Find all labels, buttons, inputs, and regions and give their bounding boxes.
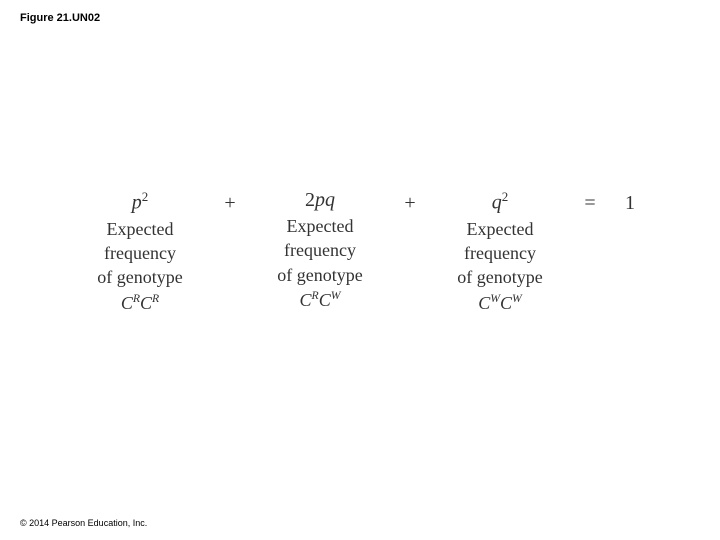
term-2pq: 2pq Expected frequency of genotype CRCW	[255, 190, 385, 311]
formula-p2: p2	[132, 190, 149, 213]
hardy-weinberg-equation: p2 Expected frequency of genotype CRCR +…	[0, 190, 720, 314]
plus-operator: +	[385, 190, 435, 215]
desc-line: of genotype	[97, 267, 182, 287]
copyright-text: © 2014 Pearson Education, Inc.	[20, 518, 147, 528]
genotype-CRCW: CRCW	[300, 289, 341, 311]
figure-label: Figure 21.UN02	[20, 12, 100, 24]
formula-2pq: 2pq	[305, 190, 335, 210]
genotype-CWCW: CWCW	[478, 292, 522, 314]
formula-q2: q2	[492, 190, 509, 213]
desc-line: of genotype	[277, 265, 362, 285]
genotype-CRCR: CRCR	[121, 292, 159, 314]
desc-2pq: Expected frequency of genotype	[277, 214, 362, 287]
desc-line: Expected	[467, 219, 534, 239]
desc-line: of genotype	[457, 267, 542, 287]
desc-line: frequency	[284, 240, 356, 260]
term-p-squared: p2 Expected frequency of genotype CRCR	[75, 190, 205, 314]
term-q-squared: q2 Expected frequency of genotype CWCW	[435, 190, 565, 314]
equals-operator: =	[565, 190, 615, 215]
desc-q2: Expected frequency of genotype	[457, 217, 542, 290]
desc-line: frequency	[104, 243, 176, 263]
desc-line: Expected	[107, 219, 174, 239]
desc-p2: Expected frequency of genotype	[97, 217, 182, 290]
result-one: 1	[615, 190, 645, 215]
plus-operator: +	[205, 190, 255, 215]
desc-line: Expected	[287, 216, 354, 236]
desc-line: frequency	[464, 243, 536, 263]
